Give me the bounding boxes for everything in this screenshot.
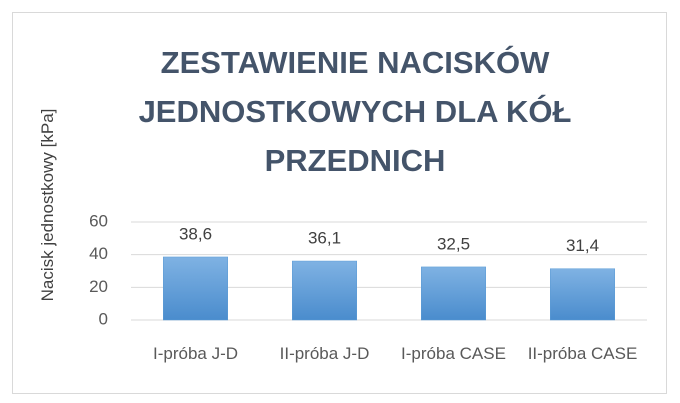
data-label: 32,5 — [437, 234, 470, 253]
data-label: 36,1 — [308, 229, 341, 248]
y-tick-label: 60 — [89, 211, 108, 230]
x-tick-label: II-próba CASE — [527, 344, 638, 363]
x-tick-label: I-próba CASE — [401, 344, 506, 363]
bar — [421, 266, 486, 321]
chart-frame — [12, 12, 667, 394]
x-tick-label: I-próba J-D — [152, 344, 239, 363]
bar — [292, 260, 357, 321]
data-label: 38,6 — [179, 224, 212, 243]
data-label: 31,4 — [566, 236, 599, 255]
chart-title: ZESTAWIENIE NACISKÓW JEDNOSTKOWYCH DLA K… — [138, 45, 572, 178]
y-tick-label: 20 — [89, 277, 108, 296]
bar — [163, 256, 228, 321]
bar — [550, 268, 615, 321]
x-tick-label: II-próba J-D — [279, 344, 370, 363]
y-tick-label: 0 — [99, 309, 108, 328]
y-tick-label: 40 — [89, 244, 108, 263]
